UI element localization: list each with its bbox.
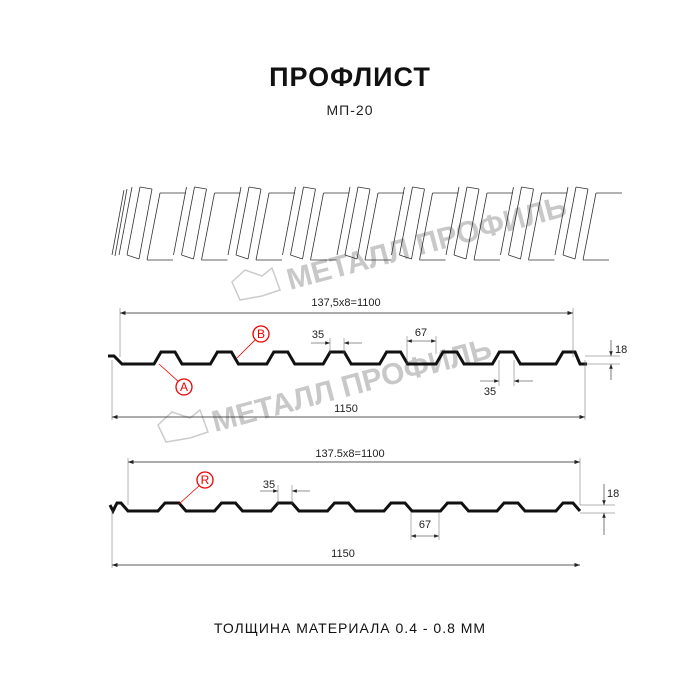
sheet-edge (310, 192, 324, 261)
model-subtitle: МП-20 (326, 102, 374, 118)
watermark-text: МЕТАЛЛ ПРОФИЛЬ (208, 332, 495, 438)
sheet-edge (255, 192, 270, 261)
marker-r (196, 471, 214, 489)
sheet-edge (181, 186, 195, 256)
sheet-edge (235, 254, 249, 260)
sheet-edge (453, 186, 468, 256)
sheet-edge (473, 192, 488, 261)
profile-top: 137,5x8=1100 1150 35 67 35 18 A B (108, 297, 627, 420)
watermark-text: МЕТАЛЛ ПРОФИЛЬ (283, 190, 570, 296)
dim-width-label: 1150 (331, 548, 355, 560)
logo-icon (231, 266, 281, 301)
sheet-edge (356, 188, 371, 260)
sheet-edge (247, 188, 262, 260)
svg-text:R: R (201, 473, 210, 487)
sheet-edge (357, 186, 371, 190)
sheet-edge (139, 186, 153, 190)
sheet-edge (520, 188, 534, 260)
sheet-edge (282, 186, 296, 256)
page-title: ПРОФЛИСТ (269, 62, 431, 92)
sheet-edge (562, 186, 577, 256)
sheet-edge (302, 188, 316, 260)
dim-height: 18 (615, 344, 627, 356)
sheet-edge (528, 192, 542, 261)
sheet-edge (500, 186, 514, 256)
marker-b (252, 325, 270, 343)
sheet-edge (111, 189, 125, 256)
sheet-edge (466, 186, 480, 190)
sheet-edge (138, 188, 153, 260)
sheet-edge (562, 254, 576, 260)
marker-a (175, 378, 193, 396)
sheet-edge (290, 186, 304, 256)
dim-top-width: 35 (312, 329, 324, 341)
sheet-edge (508, 254, 521, 260)
dim-top-width: 35 (263, 479, 275, 491)
sheet-edge (391, 186, 405, 256)
sheet-edge (193, 188, 207, 260)
sheet-edge (303, 186, 316, 190)
sheet-edge (453, 254, 467, 260)
dim-pitch-label: 137,5x8=1100 (311, 297, 380, 309)
sheet-edge (235, 186, 250, 256)
sheet-edge (181, 254, 194, 260)
profile-line (108, 501, 582, 515)
sheet-edge (126, 254, 140, 260)
sheet-edge (336, 186, 351, 256)
sheet-edge (344, 254, 358, 260)
dim-bottom-width: 67 (419, 519, 431, 531)
sheet-edge (248, 186, 262, 190)
sheet-edge (575, 186, 589, 190)
sheet-edge (521, 186, 534, 190)
sheet-edge (399, 254, 412, 260)
sheet-edge (194, 186, 207, 190)
logo-icon (157, 408, 209, 443)
sheet-edge (554, 186, 569, 256)
sheet-3d-view (111, 186, 622, 261)
sheet-edge (114, 188, 128, 257)
profile-line (108, 350, 587, 366)
svg-text:A: A (180, 380, 188, 394)
sheet-edge (118, 186, 133, 256)
sheet-edge (126, 186, 141, 256)
sheet-edge (290, 254, 303, 260)
sheet-edge (419, 192, 433, 261)
sheet-edge (173, 186, 187, 256)
sheet-edge (508, 186, 522, 256)
profile-bottom: 137.5x8=1100 1150 35 67 18 R (108, 448, 619, 568)
thickness-note: ТОЛЩИНА МАТЕРИАЛА 0.4 - 0.8 ММ (213, 620, 487, 636)
sheet-edge (344, 186, 359, 256)
sheet-edge (146, 192, 161, 261)
sheet-edge (574, 188, 589, 260)
dim-pitch-label: 137.5x8=1100 (315, 448, 384, 460)
dim-bottom-width: 67 (415, 327, 427, 339)
sheet-edge (201, 192, 215, 261)
sheet-edge (411, 188, 425, 260)
dim-height: 18 (607, 488, 619, 500)
watermark-2: МЕТАЛЛ ПРОФИЛЬ (157, 332, 495, 443)
sheet-edge (582, 192, 597, 261)
sheet-edge (399, 186, 413, 256)
dim-bottom-width-2: 35 (484, 386, 496, 398)
sheet-edge (227, 186, 242, 256)
sheet-edge (445, 186, 460, 256)
svg-text:B: B (257, 327, 265, 341)
sheet-edge (364, 192, 379, 261)
dim-width-label: 1150 (334, 403, 358, 415)
sheet-edge (465, 188, 480, 260)
sheet-edge (412, 186, 425, 190)
